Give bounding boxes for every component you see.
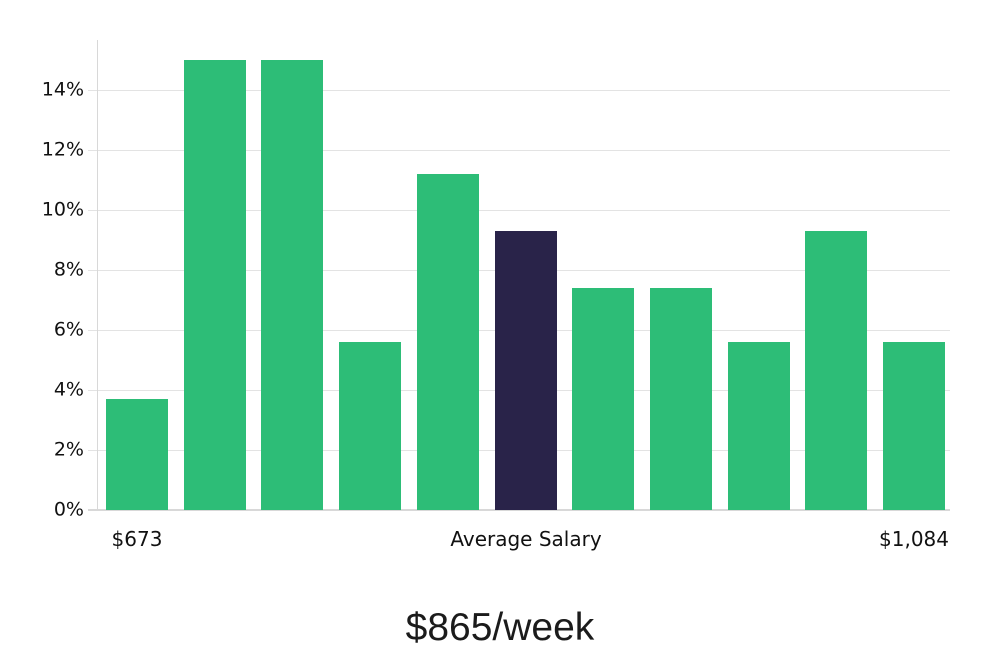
bar-average-salary xyxy=(495,231,557,510)
bar xyxy=(106,399,168,510)
bar xyxy=(572,288,634,510)
gridline-10pct xyxy=(88,210,950,211)
bar xyxy=(728,342,790,510)
bar xyxy=(339,342,401,510)
bar xyxy=(805,231,867,510)
bar xyxy=(261,60,323,510)
y-tick-label: 2% xyxy=(53,438,84,461)
y-axis-line xyxy=(97,40,98,511)
bar xyxy=(417,174,479,510)
bar xyxy=(650,288,712,510)
y-tick-label: 0% xyxy=(53,498,84,521)
y-tick-label: 10% xyxy=(41,198,84,221)
gridline-12pct xyxy=(88,150,950,151)
bar xyxy=(883,342,945,510)
y-tick-label: 14% xyxy=(41,78,84,101)
x-axis-label: $1,084 xyxy=(879,527,949,551)
y-tick-label: 4% xyxy=(53,378,84,401)
x-axis-label: Average Salary xyxy=(450,527,602,551)
y-tick-label: 6% xyxy=(53,318,84,341)
x-axis-line xyxy=(88,509,950,511)
y-tick-label: 12% xyxy=(41,138,84,161)
bar xyxy=(184,60,246,510)
gridline-14pct xyxy=(88,90,950,91)
x-axis-label: $673 xyxy=(111,527,163,551)
y-tick-label: 8% xyxy=(53,258,84,281)
average-salary-caption: $865/week xyxy=(405,606,595,649)
